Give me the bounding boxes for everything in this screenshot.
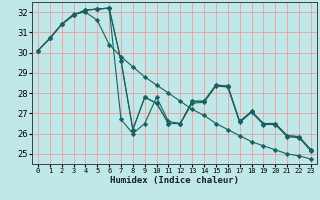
X-axis label: Humidex (Indice chaleur): Humidex (Indice chaleur) bbox=[110, 176, 239, 185]
